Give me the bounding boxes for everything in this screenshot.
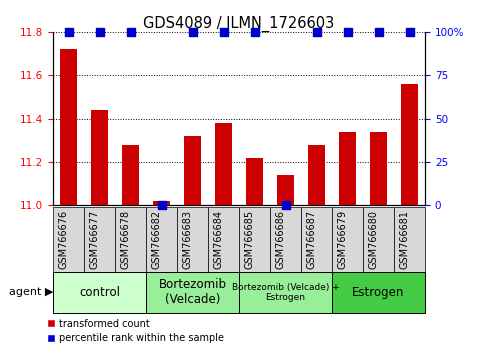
Point xyxy=(282,202,289,208)
Text: control: control xyxy=(79,286,120,299)
Bar xyxy=(153,201,170,205)
Bar xyxy=(339,132,356,205)
Bar xyxy=(215,123,232,205)
Bar xyxy=(332,272,425,313)
Bar xyxy=(308,145,325,205)
Text: Estrogen: Estrogen xyxy=(353,286,405,299)
Point xyxy=(313,29,320,35)
Point xyxy=(220,29,227,35)
Text: Bortezomib
(Velcade): Bortezomib (Velcade) xyxy=(158,279,227,307)
Bar xyxy=(122,145,139,205)
Bar xyxy=(394,207,425,272)
Title: GDS4089 / ILMN_1726603: GDS4089 / ILMN_1726603 xyxy=(143,16,335,32)
Bar xyxy=(270,207,301,272)
Bar xyxy=(177,207,208,272)
Point xyxy=(375,29,383,35)
Bar xyxy=(60,49,77,205)
Legend: transformed count, percentile rank within the sample: transformed count, percentile rank withi… xyxy=(43,315,228,347)
Bar xyxy=(363,207,394,272)
Point xyxy=(96,29,103,35)
Point xyxy=(189,29,197,35)
Bar xyxy=(53,272,146,313)
Point xyxy=(127,29,134,35)
Bar xyxy=(301,207,332,272)
Bar xyxy=(184,136,201,205)
Bar xyxy=(146,272,239,313)
Bar xyxy=(53,207,84,272)
Bar xyxy=(332,207,363,272)
Bar xyxy=(84,207,115,272)
Text: Bortezomib (Velcade) +
Estrogen: Bortezomib (Velcade) + Estrogen xyxy=(232,283,340,302)
Bar xyxy=(208,207,239,272)
Bar xyxy=(370,132,387,205)
Bar xyxy=(146,207,177,272)
Point xyxy=(344,29,352,35)
Point xyxy=(251,29,258,35)
Point xyxy=(406,29,413,35)
Point xyxy=(65,29,72,35)
Bar xyxy=(239,207,270,272)
Bar xyxy=(401,84,418,205)
Bar xyxy=(277,175,294,205)
Bar xyxy=(239,272,332,313)
Text: agent ▶: agent ▶ xyxy=(9,287,53,297)
Bar xyxy=(91,110,108,205)
Bar xyxy=(246,158,263,205)
Point xyxy=(158,202,166,208)
Bar xyxy=(115,207,146,272)
